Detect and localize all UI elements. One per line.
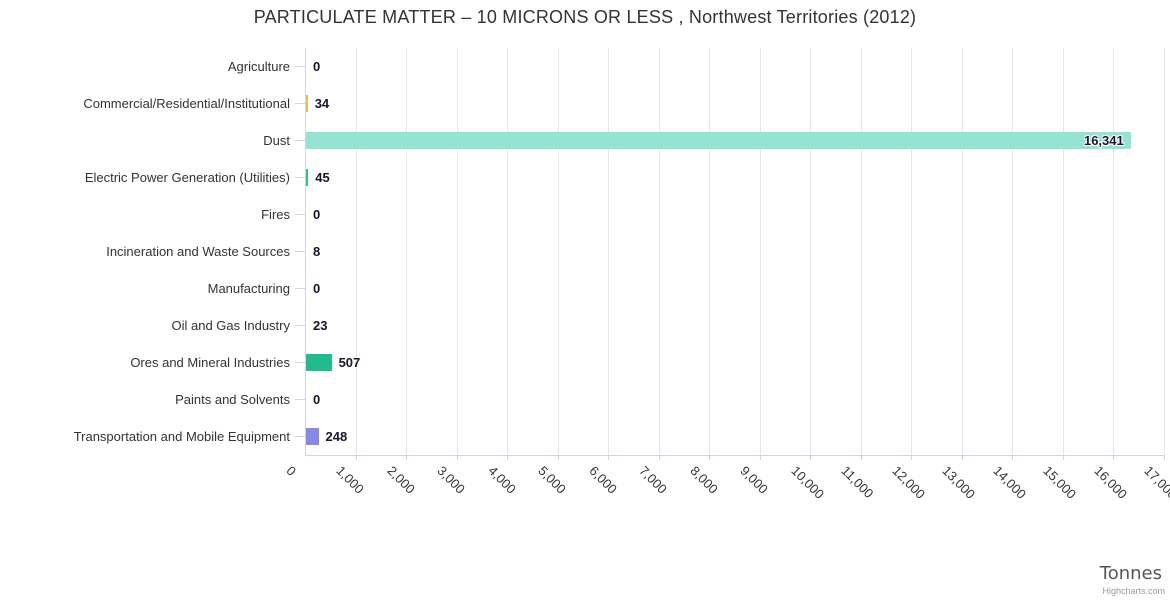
chart-title: PARTICULATE MATTER – 10 MICRONS OR LESS … [253,7,917,27]
gridline [406,48,408,455]
y-axis-tick [295,177,305,178]
category-label: Electric Power Generation (Utilities) [84,170,290,185]
gridline [557,48,559,455]
bar-transportation-and-mobile-equipment[interactable] [306,428,319,445]
x-axis-label: 16,000 [1090,463,1130,502]
gridline [961,48,963,455]
x-axis-label: 2,000 [384,463,418,497]
category-label: Manufacturing [207,281,290,296]
gridline [658,48,660,455]
x-axis-label: 15,000 [1040,463,1080,502]
x-axis-label: 9,000 [737,463,772,497]
x-axis-tick [507,455,509,460]
y-axis-labels: Agriculture Commercial/Residential/Instit… [0,48,290,455]
gridline [860,48,862,455]
value-label: 0 [313,206,321,222]
highcharts-credit[interactable]: Highcharts.com [1102,586,1165,596]
x-axis-tick [355,455,357,460]
y-axis-tick [295,103,305,104]
category-label: Commercial/Residential/Institutional [83,96,290,111]
x-axis-label: 8,000 [687,463,721,497]
x-axis-tick [1062,455,1064,460]
bar-dust[interactable] [306,132,1131,149]
gridline [911,48,913,455]
value-label: 0 [313,391,321,407]
gridline [1113,48,1115,455]
category-label: Agriculture [227,59,290,74]
x-axis-tick [557,455,559,460]
value-label: 16,341 [1083,132,1124,148]
y-axis-tick [295,362,305,363]
x-axis-tick [759,455,761,460]
category-label: Incineration and Waste Sources [106,244,290,259]
x-axis-tick [608,455,610,460]
value-label: 0 [313,58,321,74]
y-axis-tick [295,436,305,437]
value-label: 45 [315,169,330,185]
value-label: 0 [313,280,321,296]
category-label: Oil and Gas Industry [171,318,291,333]
category-label: Dust [263,133,290,148]
category-label: Paints and Solvents [175,392,290,407]
x-axis-label: 0 [283,463,300,479]
gridline [608,48,610,455]
value-label: 34 [314,95,330,111]
gridline [759,48,761,455]
gridline [1012,48,1014,455]
gridline [810,48,812,455]
category-label: Fires [261,207,290,222]
gridline [456,48,458,455]
x-axis-label: 11,000 [838,463,877,502]
x-axis-tick [1012,455,1014,460]
gridline [1163,48,1165,455]
category-label: Ores and Mineral Industries [130,355,290,370]
x-axis-tick [961,455,963,460]
gridline [507,48,509,455]
x-axis-label: 17,000 [1141,463,1170,502]
gridline [1062,48,1064,455]
x-axis-tick [456,455,458,460]
value-label: 507 [338,354,361,370]
x-axis-title: Tonnes [1099,563,1162,584]
bar-electric-power-generation-utilities[interactable] [306,169,309,186]
x-axis-label: 13,000 [939,463,979,502]
y-axis-tick [295,66,305,67]
value-label: 248 [325,428,348,444]
x-axis-tick [658,455,660,460]
x-axis-tick [406,455,408,460]
x-axis-label: 14,000 [989,463,1029,502]
value-label: 8 [313,243,321,259]
x-axis-label: 4,000 [485,463,519,497]
value-label: 23 [313,317,328,333]
y-axis-tick [295,214,305,215]
x-axis-label: 7,000 [636,463,671,497]
gridline [355,48,357,455]
x-axis-label: 12,000 [889,463,928,502]
x-axis-tick [860,455,862,460]
x-axis-label: 10,000 [788,463,827,502]
category-label: Transportation and Mobile Equipment [73,429,290,444]
x-axis-label: 6,000 [586,463,620,497]
x-axis-tick [810,455,812,460]
plot-area: 0 34 16,341 45 0 8 0 23 507 0 248 [295,48,1165,460]
y-axis-tick [295,140,305,141]
x-axis-tick [1163,455,1165,460]
x-axis-tick [709,455,711,460]
y-axis-tick [295,325,305,326]
gridline [709,48,711,455]
x-axis-label: 1,000 [333,463,368,497]
y-axis-tick [295,399,305,400]
bar-commercial-residential-institutional[interactable] [306,95,308,112]
x-axis-tick [911,455,913,460]
y-axis-tick [295,251,305,252]
y-axis-tick [295,288,305,289]
x-axis-label: 3,000 [434,463,469,497]
x-axis-tick [1113,455,1115,460]
x-axis-label: 5,000 [535,463,570,497]
bar-ores-and-mineral-industries[interactable] [306,354,332,371]
